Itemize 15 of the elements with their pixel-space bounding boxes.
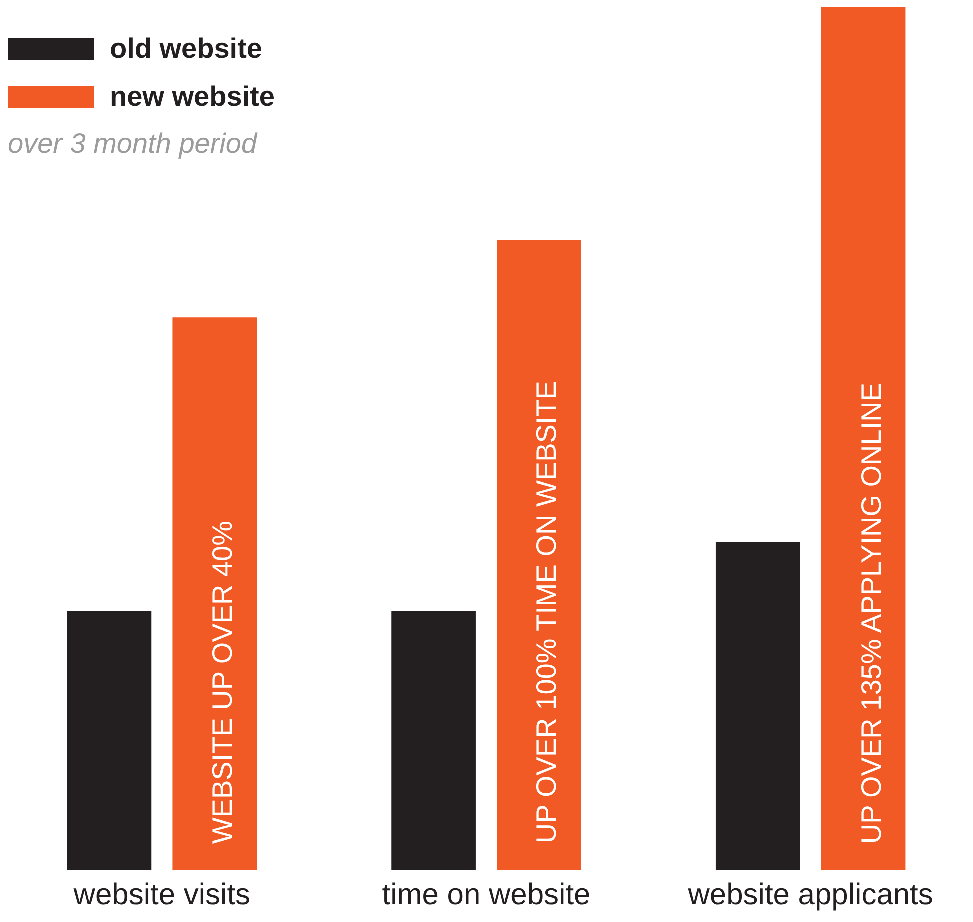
legend-label: new website bbox=[110, 81, 275, 113]
annotation: UP OVER 135% APPLYING ONLINE bbox=[856, 382, 888, 844]
bar bbox=[821, 7, 906, 870]
x-tick-label: website applicants bbox=[687, 878, 934, 912]
bar bbox=[172, 318, 258, 870]
annotation: WEBSITE UP OVER 40% bbox=[206, 520, 239, 844]
bar bbox=[497, 240, 582, 870]
annotation: UP OVER 100% TIME ON WEBSITE bbox=[531, 381, 564, 844]
bar bbox=[392, 611, 476, 870]
x-tick-label: time on website bbox=[382, 878, 591, 912]
bar bbox=[67, 611, 152, 870]
legend-label: old website bbox=[110, 33, 262, 65]
text: over 3 month period bbox=[8, 128, 259, 160]
bar bbox=[716, 542, 800, 870]
x-tick-label: website visits bbox=[72, 878, 251, 912]
